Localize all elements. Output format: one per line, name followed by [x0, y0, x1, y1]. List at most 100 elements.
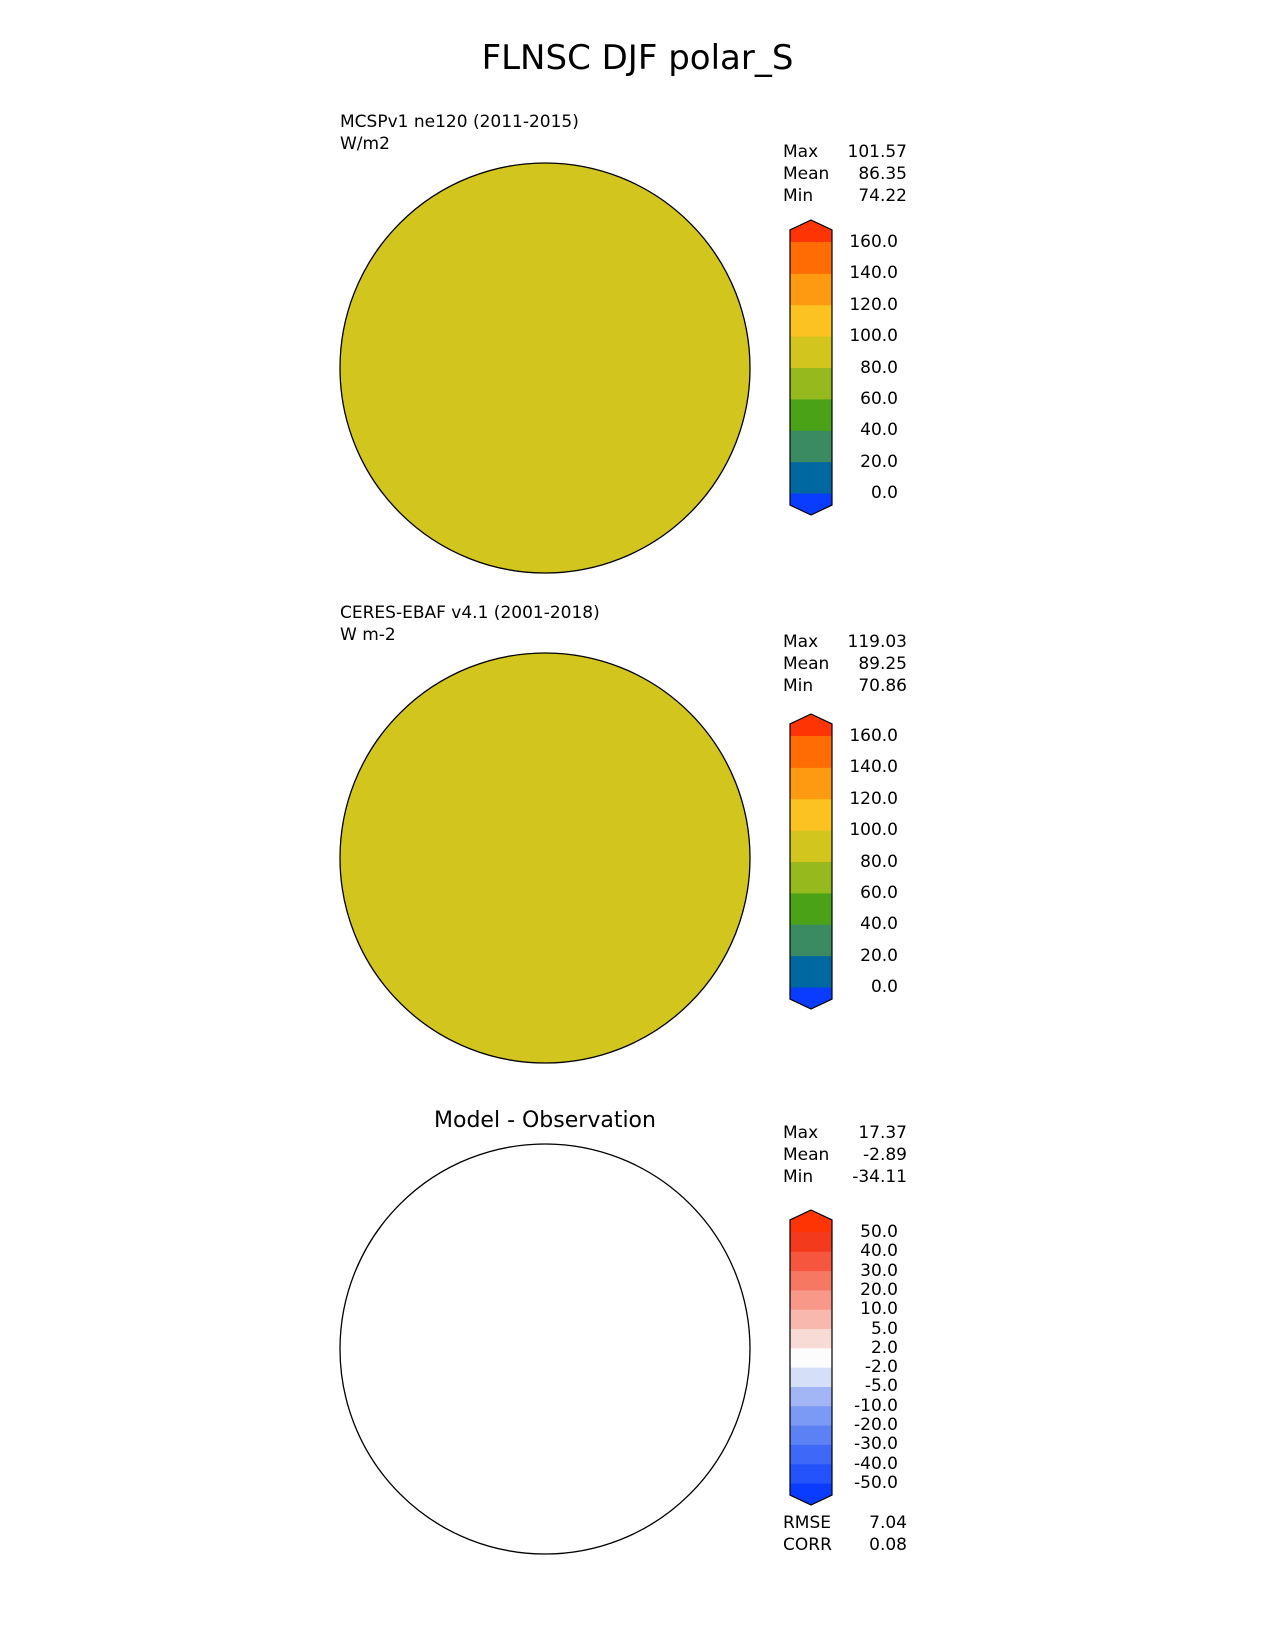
stat-min: Min 70.86: [783, 676, 907, 697]
colorbar-segment: [790, 1386, 832, 1407]
colorbar-segment: [790, 955, 832, 988]
stat-label: RMSE: [783, 1513, 832, 1533]
colorbar-tick-label: 100.0: [849, 326, 898, 347]
colorbar-tick-label: 20.0: [860, 1279, 898, 1300]
colorbar-segment: [790, 461, 832, 494]
polar-map-2: [339, 652, 751, 1064]
colorbar-tick-label: 120.0: [849, 788, 898, 809]
panel3-stats: Max 17.37 Mean -2.89 Min -34.11: [783, 1123, 907, 1189]
stat-label: Max: [783, 632, 819, 652]
panel2-stats: Max 119.03 Mean 89.25 Min 70.86: [783, 632, 907, 698]
map-border: [339, 162, 751, 574]
colorbar-tick-label: -50.0: [854, 1473, 898, 1493]
panel1-title: MCSPv1 ne120 (2011-2015): [340, 112, 579, 132]
colorbar-segment: [790, 1270, 832, 1291]
colorbar-segment: [790, 1367, 832, 1387]
stat-max: Max 119.03: [783, 632, 907, 653]
colorbar-segment: [790, 736, 832, 768]
map-background: [340, 1144, 750, 1554]
stat-value: 17.37: [858, 1123, 907, 1143]
colorbar-segment: [790, 336, 832, 368]
colorbar-segment: [790, 767, 832, 800]
colorbar-1: [789, 219, 833, 516]
panel3-title: Model - Observation: [434, 1108, 656, 1133]
colorbar-segment: [790, 892, 832, 925]
colorbar-segment: [790, 1444, 832, 1465]
stat-value: 101.57: [847, 142, 907, 162]
stat-value: 86.35: [858, 164, 907, 184]
polar-map-1: [339, 162, 751, 574]
colorbar-tick-label: 5.0: [870, 1318, 898, 1339]
colorbar-outline: [789, 713, 833, 1010]
colorbar-segment: [790, 1232, 832, 1252]
panel2-units: W m-2: [340, 625, 396, 645]
colorbar-tick-label: 60.0: [860, 388, 898, 409]
colorbar-tick-label: 140.0: [849, 263, 898, 284]
colorbar-extend-min: [790, 987, 832, 1009]
stat-label: Max: [783, 142, 819, 162]
stat-rmse: RMSE 7.04: [783, 1513, 907, 1534]
colorbar-tick-label: 10.0: [860, 1299, 898, 1320]
colorbar-tick-label: 20.0: [860, 451, 898, 472]
colorbar-segment: [790, 367, 832, 400]
colorbar-segment: [790, 1328, 832, 1349]
stat-value: -2.89: [863, 1145, 907, 1165]
colorbar-tick-label: 60.0: [860, 882, 898, 903]
colorbar-segment: [790, 1425, 832, 1445]
colorbar-segment: [790, 798, 832, 831]
colorbar-extend-max: [790, 1210, 832, 1232]
colorbar-extend-max: [790, 714, 832, 736]
colorbar-tick-label: -5.0: [864, 1376, 898, 1397]
stat-mean: Mean 86.35: [783, 164, 907, 185]
colorbar-tick-label: 50.0: [860, 1222, 898, 1242]
panel2-title: CERES-EBAF v4.1 (2001-2018): [340, 603, 600, 623]
stat-label: Min: [783, 676, 814, 696]
colorbar-tick-label: 120.0: [849, 294, 898, 315]
stat-label: Mean: [783, 164, 830, 184]
colorbar-tick-label: 0.0: [870, 483, 898, 503]
colorbar-tick-label: 0.0: [870, 977, 898, 997]
stat-label: Max: [783, 1123, 819, 1143]
colorbar-tick-label: 160.0: [849, 726, 898, 746]
stat-label: Mean: [783, 1145, 830, 1165]
stat-mean: Mean -2.89: [783, 1145, 907, 1166]
colorbar-tick-label: -2.0: [864, 1357, 898, 1378]
stat-value: -34.11: [852, 1167, 907, 1187]
map-border: [339, 1143, 751, 1555]
map-background: [340, 653, 750, 1063]
colorbar-tick-label: 40.0: [860, 420, 898, 441]
colorbar-segment: [790, 1463, 832, 1484]
stat-value: 89.25: [858, 654, 907, 674]
colorbar-segment: [790, 273, 832, 306]
map-background: [340, 163, 750, 573]
colorbar-tick-label: 160.0: [849, 232, 898, 252]
polar-map-3: [339, 1143, 751, 1555]
colorbar-tick-label: 30.0: [860, 1260, 898, 1281]
colorbar-extend-min: [790, 493, 832, 515]
stat-label: Min: [783, 186, 814, 206]
colorbar-extend-min: [790, 1483, 832, 1505]
colorbar-segment: [790, 1289, 832, 1310]
colorbar-tick-label: 100.0: [849, 820, 898, 841]
stat-label: Min: [783, 1167, 814, 1187]
colorbar-tick-label: -20.0: [854, 1415, 898, 1436]
stat-value: 7.04: [869, 1513, 907, 1533]
colorbar-tick-label: 80.0: [860, 357, 898, 378]
colorbar-segment: [790, 1251, 832, 1272]
colorbar-extend-max: [790, 220, 832, 242]
colorbar-segment: [790, 1405, 832, 1426]
colorbar-segment: [790, 861, 832, 894]
colorbar-tick-label: -30.0: [854, 1434, 898, 1455]
colorbar-tick-label: 2.0: [870, 1337, 898, 1358]
colorbar-2: [789, 713, 833, 1010]
panel1-units: W/m2: [340, 134, 390, 154]
colorbar-segment: [790, 1309, 832, 1330]
colorbar-tick-label: 80.0: [860, 851, 898, 872]
panel1-stats: Max 101.57 Mean 86.35 Min 74.22: [783, 142, 907, 208]
stat-label: Mean: [783, 654, 830, 674]
colorbar-tick-label: 40.0: [860, 914, 898, 935]
colorbar-segment: [790, 398, 832, 431]
colorbar-outline: [789, 1209, 833, 1506]
stat-value: 70.86: [858, 676, 907, 696]
